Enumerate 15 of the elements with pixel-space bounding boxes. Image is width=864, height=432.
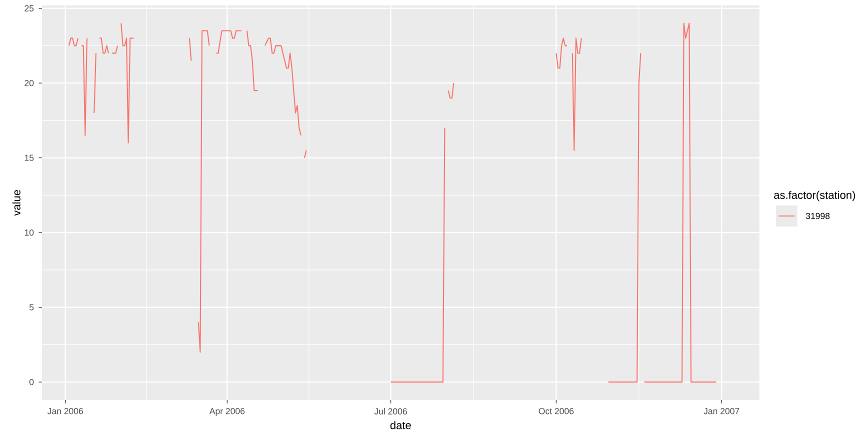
x-tick-label: Jan 2007 <box>704 408 740 414</box>
legend-title: as.factor(station) <box>774 190 856 202</box>
y-tick-label: 0 <box>29 378 34 386</box>
y-tick-label: 10 <box>24 229 34 236</box>
legend-label: 31998 <box>806 212 830 220</box>
x-tick-label: Oct 2006 <box>538 408 574 414</box>
x-tick-label: Jul 2006 <box>374 408 407 414</box>
y-tick-label: 5 <box>29 304 34 310</box>
x-tick-label: Apr 2006 <box>209 408 245 416</box>
x-axis-title: date <box>390 421 411 430</box>
y-axis-title: value <box>12 190 20 216</box>
y-tick-label: 20 <box>24 80 34 86</box>
x-tick-label: Jan 2006 <box>47 408 84 414</box>
y-tick-label: 15 <box>24 154 34 161</box>
y-tick-label: 25 <box>24 5 34 12</box>
